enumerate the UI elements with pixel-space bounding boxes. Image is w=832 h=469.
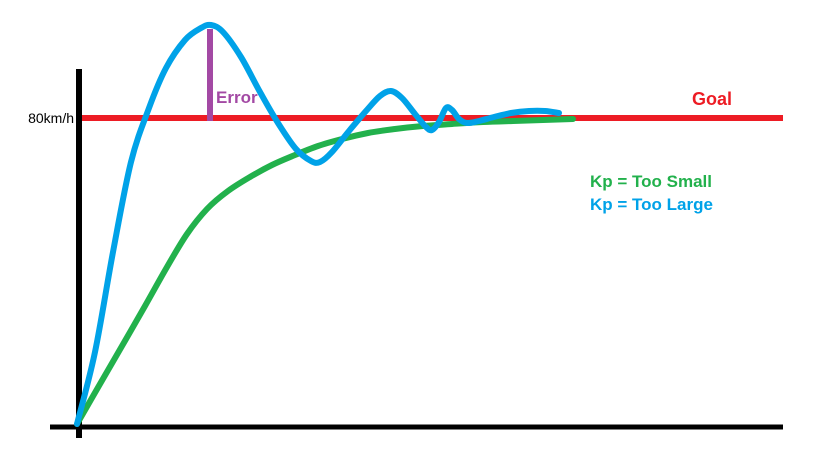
kp-too-large-curve <box>74 21 562 427</box>
y-axis-value-label: 80km/h <box>28 110 74 126</box>
goal-label: Goal <box>692 89 733 109</box>
legend-kp-too-large: Kp = Too Large <box>590 195 713 214</box>
kp-too-small-curve <box>74 116 576 427</box>
legend: Kp = Too Small Kp = Too Large <box>590 170 713 216</box>
error-label: Error <box>216 88 258 107</box>
legend-kp-too-small: Kp = Too Small <box>590 172 713 191</box>
